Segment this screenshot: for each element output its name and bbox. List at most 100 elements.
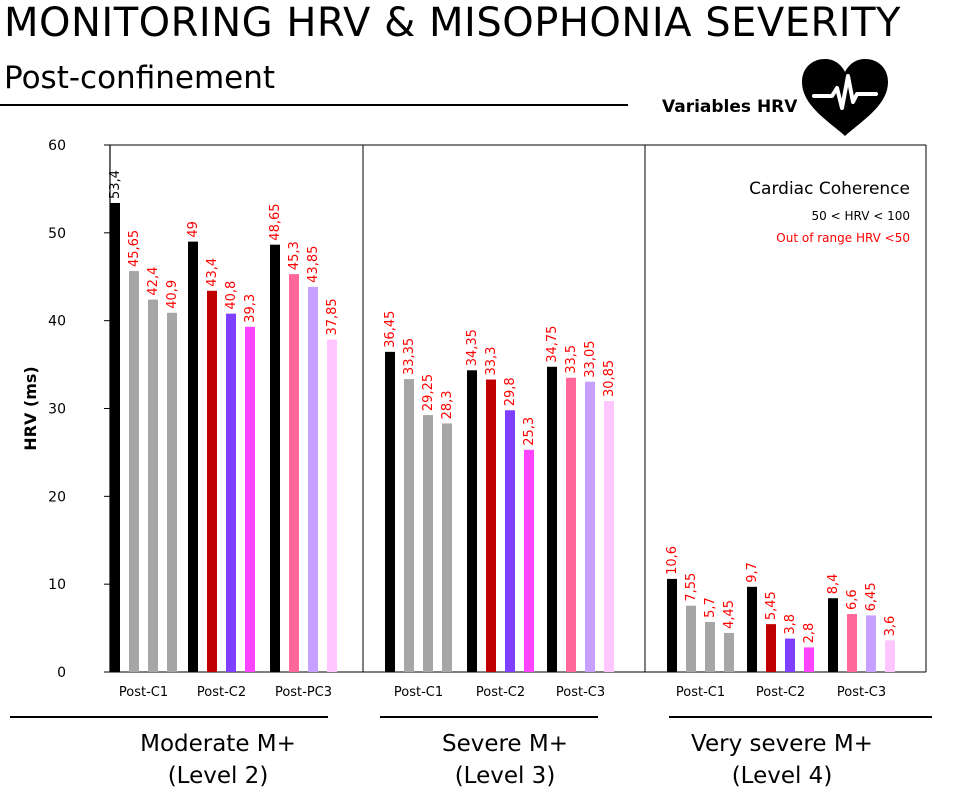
bar-value-label: 39,3	[243, 294, 258, 323]
bar	[505, 410, 515, 672]
bar	[604, 401, 614, 672]
x-category-label: Post-C3	[556, 685, 605, 700]
bar	[547, 366, 557, 672]
y-tick-label: 0	[57, 665, 66, 681]
bar	[404, 379, 414, 672]
bar-value-label: 43,85	[306, 246, 321, 283]
bar-value-label: 43,4	[205, 258, 220, 287]
bar	[289, 274, 299, 672]
y-tick-label: 50	[48, 226, 66, 242]
bar-value-label: 5,7	[703, 597, 718, 618]
legend-in-range: 50 < HRV < 100	[812, 209, 910, 223]
bar-value-label: 30,85	[602, 360, 617, 397]
bar	[148, 299, 158, 672]
panel-severity-label: Very severe M+ (Level 4)	[662, 728, 902, 792]
legend-title: Cardiac Coherence	[749, 179, 910, 199]
bar	[847, 614, 857, 672]
bar	[167, 312, 177, 672]
panel-underline	[10, 716, 328, 718]
bar	[245, 326, 255, 672]
bar	[705, 621, 715, 672]
page-subtitle: Post-confinement	[4, 60, 276, 96]
bar-value-label: 34,75	[545, 326, 560, 363]
bar-value-label: 9,7	[745, 562, 760, 583]
bar-value-label: 45,65	[127, 230, 142, 267]
panel-severity-level: (Level 3)	[454, 763, 556, 789]
bar-value-label: 53,4	[108, 170, 123, 199]
y-axis-label: HRV (ms)	[21, 366, 40, 450]
panel-severity-name: Very severe M+	[691, 731, 873, 757]
bar-value-label: 25,3	[522, 417, 537, 446]
x-category-label: Post-C2	[756, 685, 805, 700]
panel-severity-label: Moderate M+ (Level 2)	[98, 728, 338, 792]
bar	[207, 290, 217, 672]
bar-value-label: 28,3	[440, 390, 455, 419]
bar	[785, 638, 795, 672]
panel-underline	[380, 716, 598, 718]
bar-value-label: 33,5	[564, 345, 579, 374]
bar-value-label: 10,6	[665, 546, 680, 575]
bar	[110, 202, 120, 672]
bar	[766, 624, 776, 672]
variables-hrv-label: Variables HRV	[662, 97, 798, 117]
bar	[885, 640, 895, 672]
bar-value-label: 40,8	[224, 281, 239, 310]
panel-severity-name: Severe M+	[441, 731, 569, 757]
bar	[566, 377, 576, 672]
bar-value-label: 29,8	[503, 377, 518, 406]
panel-severity-name: Moderate M+	[140, 731, 296, 757]
legend-out-of-range: Out of range HRV <50	[776, 231, 910, 245]
bar-value-label: 37,85	[325, 298, 340, 335]
bar	[327, 339, 337, 672]
bar-value-label: 33,35	[402, 338, 417, 375]
y-tick-label: 30	[48, 402, 66, 418]
bar	[747, 586, 757, 672]
bar	[308, 286, 318, 672]
bar	[686, 605, 696, 672]
bar-value-label: 34,35	[465, 329, 480, 366]
bar-value-label: 45,3	[287, 241, 302, 270]
bar	[226, 313, 236, 672]
bar	[270, 244, 280, 672]
heart-ecg-icon	[802, 59, 888, 136]
y-tick-label: 20	[48, 489, 66, 505]
x-category-label: Post-PC3	[275, 685, 332, 700]
bar	[385, 351, 395, 672]
x-category-label: Post-C2	[197, 685, 246, 700]
bar-value-label: 33,3	[484, 347, 499, 376]
page-title: MONITORING HRV & MISOPHONIA SEVERITY	[4, 0, 901, 46]
bar-value-label: 36,45	[383, 311, 398, 348]
bar	[467, 370, 477, 672]
x-category-label: Post-C2	[476, 685, 525, 700]
y-tick-label: 10	[48, 577, 66, 593]
y-tick-label: 40	[48, 314, 66, 330]
panel-underline	[669, 716, 932, 718]
y-tick-label: 60	[48, 138, 66, 154]
panel-severity-label: Severe M+ (Level 3)	[385, 728, 625, 792]
bar	[724, 632, 734, 672]
bar	[442, 423, 452, 672]
title-divider	[0, 104, 628, 106]
bar	[188, 241, 198, 672]
bar-value-label: 2,8	[802, 623, 817, 644]
bar-value-label: 7,55	[684, 573, 699, 602]
bar-value-label: 3,6	[883, 616, 898, 637]
bar	[828, 598, 838, 672]
bar	[129, 271, 139, 672]
panel-severity-level: (Level 2)	[167, 763, 269, 789]
x-category-label: Post-C1	[676, 685, 725, 700]
x-category-label: Post-C1	[119, 685, 168, 700]
panel-severity-level: (Level 4)	[731, 763, 833, 789]
bar-value-label: 40,9	[165, 280, 180, 309]
bar	[486, 379, 496, 672]
x-category-label: Post-C1	[394, 685, 443, 700]
bar	[585, 381, 595, 672]
x-category-label: Post-C3	[837, 685, 886, 700]
bar-value-label: 6,45	[864, 582, 879, 611]
bar-value-label: 29,25	[421, 374, 436, 411]
bar-value-label: 8,4	[826, 574, 841, 595]
bar-value-label: 49	[186, 221, 201, 238]
bar	[667, 578, 677, 672]
bar-value-label: 48,65	[268, 203, 283, 240]
